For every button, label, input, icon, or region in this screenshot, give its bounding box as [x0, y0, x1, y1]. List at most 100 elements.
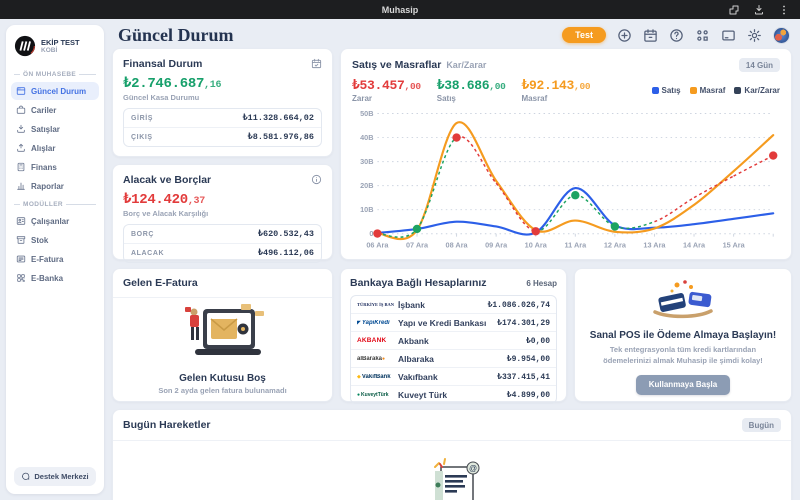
line-chart[interactable]: 0 10B 20B 30B 40B 50B 06 Ara 07 Ara 08 Ara 09 Ara… [352, 105, 782, 253]
virtual-pos-promo-card: Sanal POS ile Ödeme Almaya Başlayın! Tek… [574, 268, 792, 402]
svg-text:07 Ara: 07 Ara [406, 240, 429, 249]
bank-row[interactable]: TÜRKİYE İŞ BANKASI İşbank ₺1.086.026,74 [351, 296, 556, 313]
chart-stat: ₺53.457,00 Zarar [352, 78, 421, 103]
sidebar-item-label: Finans [31, 162, 57, 172]
sidebar-item-icon [16, 273, 26, 283]
bank-balance: ₺1.086.026,74 [487, 300, 550, 310]
legend-item[interactable]: Masraf [689, 86, 725, 95]
stat-value: ₺53.457,00 [352, 78, 421, 93]
today-transactions-card: Bugün Hareketler Bugün @ [112, 409, 792, 500]
bank-list: TÜRKİYE İŞ BANKASI İşbank ₺1.086.026,74 … [350, 295, 557, 404]
bank-name: Kuveyt Türk [398, 389, 448, 400]
period-selector-badge[interactable]: 14 Gün [738, 58, 780, 72]
svg-text:50B: 50B [360, 109, 373, 118]
info-icon[interactable] [311, 174, 322, 185]
svg-text:11 Ara: 11 Ara [564, 240, 587, 249]
sidebar-item-label: E-Banka [31, 273, 64, 283]
sidebar-item-label: Çalışanlar [31, 216, 70, 226]
bank-name: Albaraka [398, 353, 434, 364]
sidebar-item-icon [16, 105, 26, 115]
company-name: EKİP TEST [41, 38, 80, 47]
sidebar-item[interactable]: Satışlar [11, 120, 99, 138]
bank-logo: KuveytTürk [357, 392, 394, 398]
legend-item[interactable]: Satış [651, 86, 681, 95]
sidebar-item-icon [16, 124, 26, 134]
sidebar-item[interactable]: Finans [11, 158, 99, 176]
cash-flow-table: GİRİŞ ₺11.328.664,02 ÇIKIŞ ₺8.581.976,86 [123, 108, 322, 147]
sidebar-item-label: Güncel Durum [31, 86, 87, 96]
company-type: KOBİ [41, 47, 58, 54]
calendar-icon[interactable] [643, 28, 658, 43]
sidebar-item[interactable]: Stok [11, 231, 99, 249]
sidebar-item[interactable]: E-Banka [11, 269, 99, 287]
extension-icon[interactable] [728, 4, 740, 16]
start-using-button[interactable]: Kullanmaya Başla [635, 374, 731, 395]
cash-balance-amount: ₺2.746.687,16 [123, 76, 222, 92]
chart-legend: Satış Masraf Kar/Zarar [651, 78, 780, 95]
einvoice-empty-text: Son 2 ayda gelen fatura bulunamadı [158, 386, 287, 395]
support-icon [21, 472, 30, 481]
balance-card-title: Alacak ve Borçlar [123, 174, 212, 186]
test-mode-badge[interactable]: Test [562, 27, 606, 43]
svg-text:@: @ [469, 464, 477, 473]
sidebar-item-label: Raporlar [31, 181, 64, 191]
chart-stat: ₺38.686,00 Satış [437, 78, 506, 103]
einvoice-empty-illustration [184, 304, 264, 355]
settings-gear-icon[interactable] [747, 28, 762, 43]
stat-value: ₺38.686,00 [436, 78, 506, 93]
pos-illustration [653, 280, 713, 319]
help-icon[interactable] [669, 28, 684, 43]
window-frame-icon[interactable] [721, 28, 736, 43]
calendar-check-icon[interactable] [311, 58, 322, 69]
bank-name: İşbank [398, 299, 425, 310]
svg-text:10B: 10B [360, 205, 373, 214]
svg-text:06 Ara: 06 Ara [366, 240, 389, 249]
sidebar-item-label: Cariler [31, 105, 57, 115]
page-title: Güncel Durum [118, 24, 234, 45]
bank-row[interactable]: VakıfBank Vakıfbank ₺337.415,41 [351, 367, 556, 385]
sidebar-item-icon [16, 216, 26, 226]
sidebar-item[interactable]: Cariler [11, 101, 99, 119]
row-value: ₺8.581.976,86 [247, 132, 314, 142]
kebab-menu-icon[interactable] [778, 4, 790, 16]
today-badge[interactable]: Bugün [741, 418, 781, 432]
sidebar-item-icon [16, 235, 26, 245]
legend-item[interactable]: Kar/Zarar [734, 86, 780, 95]
bank-balance: ₺0,00 [525, 336, 550, 346]
bank-name: Akbank [398, 335, 429, 346]
bank-row[interactable]: YapıKredi Yapı ve Kredi Bankası ₺174.301… [351, 313, 556, 331]
sidebar-item[interactable]: Çalışanlar [11, 212, 99, 230]
bank-name: Vakıfbank [398, 371, 438, 382]
stat-label: Zarar [352, 94, 373, 103]
add-icon[interactable] [617, 28, 632, 43]
row-label: ÇIKIŞ [131, 133, 153, 141]
svg-text:0: 0 [369, 229, 373, 238]
sidebar-item[interactable]: Güncel Durum [11, 82, 99, 100]
download-icon[interactable] [753, 4, 765, 16]
table-row[interactable]: ALACAK ₺496.112,06 [124, 243, 321, 262]
page-header: Güncel Durum Test [118, 24, 790, 46]
pos-promo-text: Tek entegrasyonla tüm kredi kartlarından… [603, 345, 763, 366]
company-logo-icon [14, 35, 36, 57]
company-switcher[interactable]: EKİP TEST KOBİ [6, 33, 104, 65]
table-row[interactable]: BORÇ ₺620.532,43 [124, 225, 321, 243]
bank-row[interactable]: KuveytTürk Kuveyt Türk ₺4.899,00 [351, 385, 556, 403]
sidebar-item[interactable]: Alışlar [11, 139, 99, 157]
apps-icon[interactable] [695, 28, 710, 43]
svg-text:13 Ara: 13 Ara [643, 240, 666, 249]
table-row[interactable]: GİRİŞ ₺11.328.664,02 [124, 109, 321, 127]
svg-text:09 Ara: 09 Ara [485, 240, 508, 249]
svg-text:12 Ara: 12 Ara [604, 240, 627, 249]
table-row[interactable]: ÇIKIŞ ₺8.581.976,86 [124, 127, 321, 146]
debt-credit-table: BORÇ ₺620.532,43 ALACAK ₺496.112,06 [123, 224, 322, 263]
bank-row[interactable]: alBaraka Albaraka ₺9.954,00 [351, 349, 556, 367]
sidebar-item-icon [16, 143, 26, 153]
bank-row[interactable]: AKBANK Akbank ₺0,00 [351, 331, 556, 349]
stat-label: Satış [436, 94, 456, 103]
sidebar-nav-primary: Güncel Durum Cariler Satışlar Alışlar Fi… [6, 82, 104, 195]
sidebar-item[interactable]: E-Fatura [11, 250, 99, 268]
user-avatar[interactable] [773, 26, 790, 44]
sidebar-item[interactable]: Raporlar [11, 177, 99, 195]
support-center-button[interactable]: Destek Merkezi [14, 467, 96, 486]
sidebar-item-icon [16, 181, 26, 191]
